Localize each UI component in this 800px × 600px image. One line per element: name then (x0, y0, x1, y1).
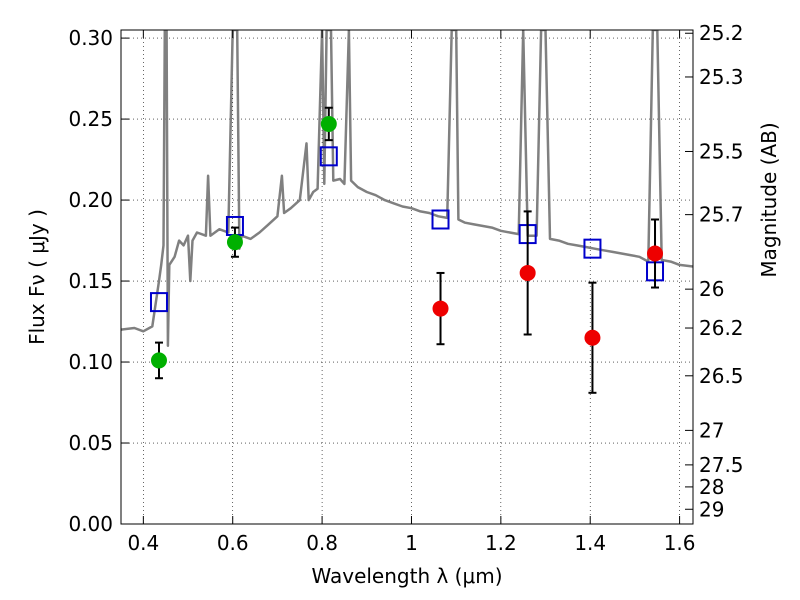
right-tick-label: 27.5 (699, 453, 744, 477)
tick-layer: 0.4 0.6 0.8 1 1.2 1.4 1.6 0.00 0.05 0.10 0.15 0.20 0… (68, 21, 743, 555)
model-square-marker (431, 209, 450, 230)
right-tick-label: 26.2 (699, 316, 744, 340)
y-tick-label: 0.20 (68, 188, 113, 212)
x-tick-label: 1 (405, 531, 418, 555)
x-axis-title: Wavelength λ (μm) (311, 564, 502, 588)
right-tick-label: 25.7 (699, 203, 744, 227)
data-point (150, 352, 167, 369)
data-point (647, 245, 664, 262)
right-tick-label: 27 (699, 418, 724, 442)
right-tick-label: 28 (699, 475, 724, 499)
right-tick-label: 25.2 (699, 21, 744, 45)
x-tick-label: 1.2 (485, 531, 517, 555)
y-axis-title-left: Flux Fν ( μJy ) (25, 209, 49, 345)
model-square-marker (319, 146, 338, 167)
right-tick-label: 26 (699, 277, 724, 301)
right-tick-label: 25.5 (699, 139, 744, 163)
y-tick-label: 0.00 (68, 512, 113, 536)
data-point (432, 300, 449, 317)
data-point (226, 234, 243, 251)
data-point (320, 115, 337, 132)
model-square-marker (583, 238, 602, 259)
x-tick-label: 1.4 (574, 531, 606, 555)
right-tick-label: 25.3 (699, 65, 744, 89)
data-point (584, 329, 601, 346)
y-tick-label: 0.30 (68, 26, 113, 50)
x-tick-label: 0.8 (306, 531, 338, 555)
y-tick-label: 0.25 (68, 107, 113, 131)
x-tick-label: 1.6 (664, 531, 696, 555)
y-tick-label: 0.10 (68, 350, 113, 374)
right-tick-label: 26.5 (699, 364, 744, 388)
series-layer (121, 30, 693, 394)
model-square-marker (149, 292, 168, 313)
x-tick-label: 0.6 (217, 531, 249, 555)
y-tick-label: 0.05 (68, 431, 113, 455)
x-tick-label: 0.4 (127, 531, 159, 555)
plot-background (121, 30, 693, 524)
plot-frame (120, 29, 694, 525)
y-axis-title-right: Magnitude (AB) (757, 122, 781, 277)
data-point (519, 264, 536, 281)
right-tick-label: 29 (699, 497, 724, 521)
y-tick-label: 0.15 (68, 269, 113, 293)
spectrum-line (121, 30, 693, 348)
